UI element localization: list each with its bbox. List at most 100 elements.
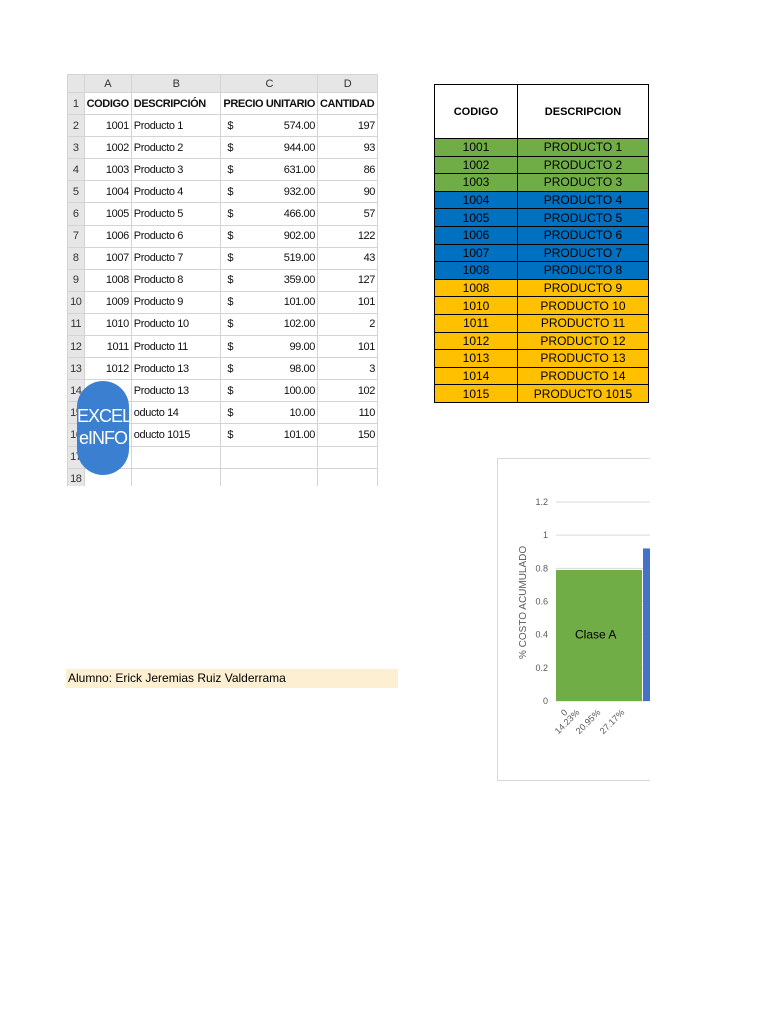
codigo-cell: 1006 [434,225,518,245]
currency-symbol: $ [227,406,234,419]
descripcion-cell: PRODUCTO 14 [517,366,649,386]
descripcion-cell: PRODUCTO 12 [517,331,649,351]
codes-row: 1003 PRODUCTO 3 [434,173,649,192]
x-tick-label: 0 [559,707,570,718]
descripcion-cell: Producto 4 [130,180,222,204]
row-number: 3 [67,136,85,160]
cantidad-cell: 127 [317,268,378,292]
codes-row: 1010 PRODUCTO 10 [434,296,649,315]
sheet-row: 2 1001 Producto 1 $574.00 197 [67,114,378,138]
cantidad-cell: 102 [317,379,378,403]
empty-cell [130,445,222,469]
column-header-d: D [317,74,378,93]
cantidad-cell: 150 [317,423,378,447]
descripcion-cell: Producto 9 [130,290,222,314]
codigo-cell: 1008 [83,268,132,292]
logo-line-2: eINFO [78,428,128,448]
codigo-cell: 1008 [434,278,518,298]
codes-row: 1013 PRODUCTO 13 [434,349,649,368]
row-number: 7 [67,224,85,248]
cantidad-cell: 93 [317,136,378,160]
cantidad-cell: 197 [317,114,378,138]
descripcion-cell: Producto 13 [130,357,222,381]
cantidad-cell: 3 [317,357,378,381]
codes-row: 1008 PRODUCTO 8 [434,261,649,280]
currency-symbol: $ [227,230,234,243]
row-number: 8 [67,246,85,270]
codigo-cell: 1001 [434,138,518,157]
currency-symbol: $ [227,208,234,221]
descripcion-cell: Producto 3 [130,158,222,182]
codigo-cell: 1007 [83,246,132,270]
codigo-cell: 1010 [83,312,132,337]
descripcion-cell: PRODUCTO 1 [517,138,649,157]
sheet-row: 13 1012 Producto 13 $98.00 3 [67,357,378,381]
codes-row: 1015 PRODUCTO 1015 [434,384,649,403]
precio-cell: $574.00 [220,114,318,138]
codes-row: 1002 PRODUCTO 2 [434,155,649,175]
empty-cell [220,445,318,469]
descripcion-cell: Producto 1 [130,114,222,138]
row-number: 5 [67,180,85,204]
y-axis-label: % COSTO ACUMULADO [518,546,529,659]
precio-cell: $932.00 [220,180,318,204]
sheet-row: 3 1002 Producto 2 $944.00 93 [67,136,378,160]
precio-value: 466.00 [283,208,316,221]
precio-cell: $102.00 [220,312,318,337]
precio-value: 631.00 [283,163,316,176]
currency-symbol: $ [227,428,234,441]
y-tick-label: 0.2 [535,663,548,673]
currency-symbol: $ [227,340,234,353]
descripcion-cell: Producto 2 [130,136,222,160]
descripcion-cell: Producto 10 [130,312,222,337]
codigo-cell: 1014 [434,366,518,386]
descripcion-cell: Producto 6 [130,224,222,248]
sheet-row: 10 1009 Producto 9 $101.00 101 [67,290,378,314]
descripcion-cell: PRODUCTO 6 [517,225,649,245]
spreadsheet-image: A B C D 1 CODIGO DESCRIPCIÓN PRECIO UNIT… [67,74,378,486]
codigo-cell: 1003 [434,173,518,192]
header-precio: PRECIO UNITARIO [220,91,318,116]
descripcion-cell: PRODUCTO 9 [517,278,649,298]
descripcion-cell: Producto 7 [130,246,222,270]
currency-symbol: $ [227,274,234,287]
y-tick-label: 0.6 [535,597,548,607]
column-header-c: C [220,74,318,93]
precio-value: 101.00 [283,296,316,309]
currency-symbol: $ [227,141,234,154]
codigo-cell: 1004 [434,190,518,210]
precio-value: 902.00 [283,230,316,243]
currency-symbol: $ [227,119,234,132]
precio-value: 932.00 [283,185,316,198]
sheet-row: 6 1005 Producto 5 $466.00 57 [67,202,378,226]
precio-cell: $101.00 [220,423,318,447]
pareto-chart: 0 0.2 0.4 0.6 0.8 1 1.2 % COSTO ACUMULADO Clase … [518,497,650,736]
descripcion-cell: PRODUCTO 2 [517,155,649,175]
codigo-cell: 1012 [83,357,132,381]
header-descripcion: DESCRIPCIÓN [130,91,222,116]
codigo-cell: 1008 [434,261,518,280]
descripcion-cell: PRODUCTO 5 [517,208,649,227]
sheet-row: 11 1010 Producto 10 $102.00 2 [67,312,378,337]
descripcion-cell: PRODUCTO 11 [517,313,649,333]
row-number: 18 [67,467,85,486]
currency-symbol: $ [227,296,234,309]
sheet-header-row: 1 CODIGO DESCRIPCIÓN PRECIO UNITARIO CAN… [67,91,378,116]
row-number: 11 [67,312,85,337]
header-cantidad: CANTIDAD [317,91,378,116]
codes-row: 1007 PRODUCTO 7 [434,243,649,263]
codigo-cell: 1003 [83,158,132,182]
sheet-row: 5 1004 Producto 4 $932.00 90 [67,180,378,204]
empty-cell [220,467,318,486]
codes-row: 1004 PRODUCTO 4 [434,190,649,210]
precio-value: 944.00 [283,141,316,154]
corner-cell [67,74,85,93]
empty-cell [317,445,378,469]
precio-value: 574.00 [283,119,316,132]
currency-symbol: $ [227,318,234,331]
precio-cell: $359.00 [220,268,318,292]
codes-row: 1006 PRODUCTO 6 [434,225,649,245]
descripcion-cell: Producto 5 [130,202,222,226]
currency-symbol: $ [227,163,234,176]
cantidad-cell: 90 [317,180,378,204]
